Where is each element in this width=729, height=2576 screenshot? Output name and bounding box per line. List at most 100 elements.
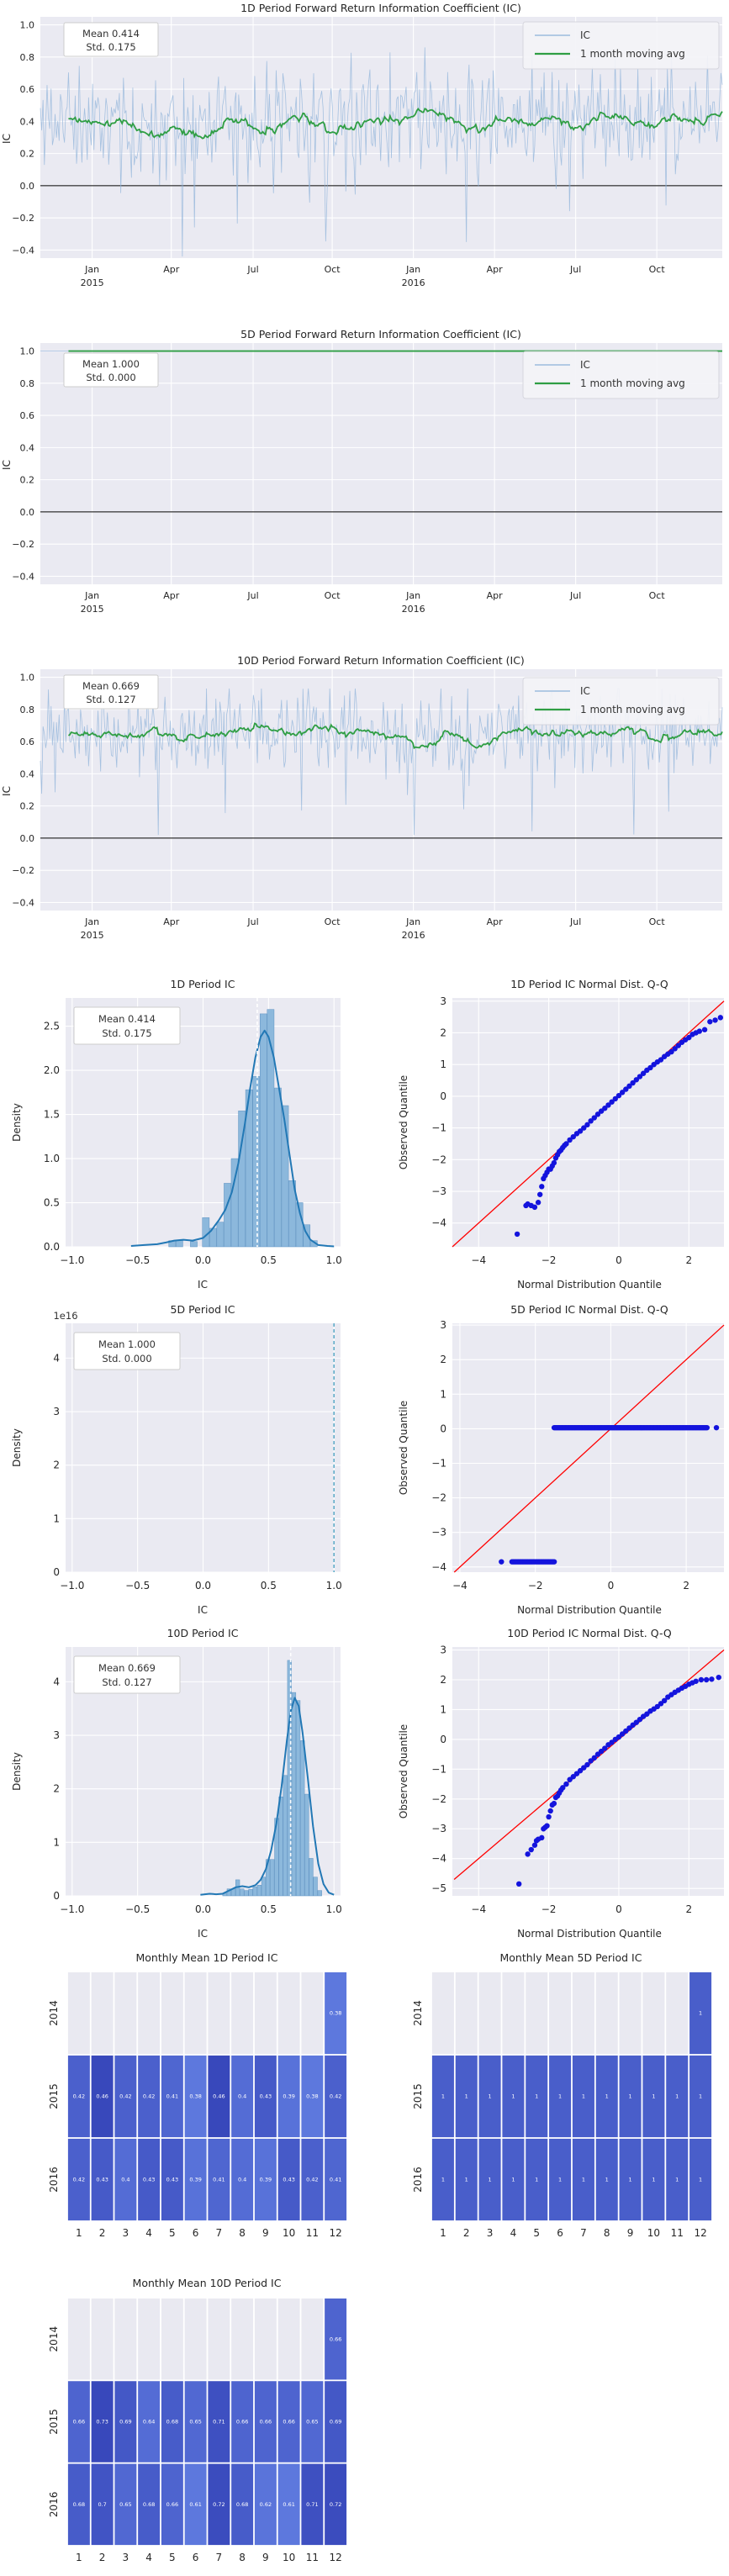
svg-text:0.4: 0.4 (121, 2177, 129, 2183)
stats-annotation: Mean 1.000 Std. 0.000 (73, 1332, 181, 1370)
annotation-box (63, 674, 159, 710)
svg-text:2016: 2016 (402, 930, 425, 941)
svg-text:7: 7 (216, 2552, 223, 2563)
svg-text:11: 11 (671, 2227, 684, 2239)
svg-text:Jan: Jan (405, 590, 420, 601)
svg-text:0.46: 0.46 (213, 2093, 225, 2100)
svg-text:2: 2 (440, 1674, 446, 1686)
annotation-std: Std. 0.000 (102, 1353, 151, 1365)
svg-text:1: 1 (511, 2177, 515, 2183)
chart-title: 10D Period Forward Return Information Co… (237, 654, 525, 667)
svg-text:−4: −4 (431, 1853, 446, 1865)
svg-text:Oct: Oct (325, 916, 341, 927)
ic-histogram-5d-chart: 5D Period IC 1e16 Density IC 0 1 2 3 4 −1.0 −0… (11, 1303, 342, 1616)
svg-text:−3: −3 (431, 1823, 446, 1834)
svg-text:5: 5 (533, 2227, 540, 2239)
svg-text:Jul: Jul (569, 264, 581, 275)
annotation-std: Std. 0.000 (86, 372, 135, 383)
x-axis-label: Normal Distribution Quantile (517, 1604, 662, 1616)
svg-text:1: 1 (76, 2227, 82, 2239)
annotation-box (63, 22, 159, 57)
svg-text:1: 1 (558, 2093, 562, 2100)
svg-text:0.71: 0.71 (213, 2419, 225, 2426)
svg-text:−1.0: −1.0 (60, 1903, 84, 1915)
svg-text:12: 12 (694, 2227, 706, 2239)
x-axis-label: IC (198, 1279, 208, 1291)
svg-text:2015: 2015 (81, 604, 104, 615)
svg-text:1.5: 1.5 (44, 1109, 60, 1121)
y-axis-label: IC (1, 134, 13, 144)
svg-text:0.8: 0.8 (20, 378, 35, 389)
svg-text:−2: −2 (541, 1903, 557, 1915)
svg-text:Oct: Oct (649, 590, 666, 601)
legend-label-ic: IC (580, 359, 590, 371)
svg-text:0.5: 0.5 (261, 1580, 277, 1592)
plot-area-qq1d: 3 2 1 0 −1 −2 −3 −4 −4 −2 0 2 (431, 995, 725, 1266)
annotation-mean: Mean 0.669 (82, 680, 140, 692)
monthly-ic-heatmap-1d: Monthly Mean 1D Period IC 0.380.42 0.46 0.… (48, 1951, 347, 2239)
svg-text:0.65: 0.65 (189, 2419, 201, 2426)
svg-text:4: 4 (510, 2227, 517, 2239)
y-axis-label: Density (11, 1103, 23, 1142)
svg-text:0.0: 0.0 (20, 833, 35, 844)
svg-text:Jul: Jul (569, 916, 581, 927)
svg-text:0.61: 0.61 (283, 2501, 294, 2508)
svg-text:2014: 2014 (412, 2000, 424, 2026)
svg-text:−0.5: −0.5 (125, 1903, 150, 1915)
svg-text:0.4: 0.4 (20, 768, 35, 779)
svg-text:0.72: 0.72 (330, 2501, 341, 2508)
svg-text:1.0: 1.0 (44, 1153, 60, 1164)
svg-text:10: 10 (283, 2227, 295, 2239)
svg-text:2014: 2014 (48, 2000, 60, 2026)
stats-annotation: Mean 1.000 Std. 0.000 (63, 352, 159, 388)
svg-text:0.43: 0.43 (143, 2177, 155, 2183)
svg-text:1: 1 (629, 2177, 632, 2183)
svg-text:2014: 2014 (48, 2326, 60, 2352)
svg-text:2015: 2015 (412, 2083, 424, 2109)
stats-annotation: Mean 0.414 Std. 0.175 (63, 22, 159, 57)
chart-title: 1D Period Forward Return Information Coe… (240, 2, 521, 14)
svg-text:11: 11 (306, 2227, 319, 2239)
svg-text:2: 2 (463, 2227, 470, 2239)
svg-text:1.0: 1.0 (20, 346, 35, 357)
svg-text:0.42: 0.42 (330, 2093, 341, 2100)
svg-text:−3: −3 (431, 1527, 446, 1539)
svg-text:0.68: 0.68 (143, 2501, 155, 2508)
chart-title: Monthly Mean 5D Period IC (500, 1951, 642, 1964)
svg-text:Jan: Jan (405, 916, 420, 927)
svg-text:1: 1 (605, 2177, 609, 2183)
plot-area-heat1d: 0.380.42 0.46 0.42 0.42 0.41 0.38 0.46 0.4 0.43 0… (48, 1972, 347, 2239)
svg-text:2.5: 2.5 (44, 1021, 60, 1032)
svg-text:0.46: 0.46 (96, 2093, 108, 2100)
svg-text:1: 1 (440, 2227, 446, 2239)
svg-text:1: 1 (511, 2093, 515, 2100)
svg-text:2016: 2016 (48, 2492, 60, 2518)
svg-text:0.68: 0.68 (166, 2419, 178, 2426)
svg-text:1: 1 (440, 1388, 446, 1400)
svg-text:0.42: 0.42 (143, 2093, 155, 2100)
svg-text:0: 0 (440, 1423, 446, 1434)
svg-text:0.5: 0.5 (261, 1254, 277, 1266)
annotation-mean: Mean 0.669 (98, 1662, 156, 1674)
annotation-box (73, 1655, 181, 1694)
svg-text:1: 1 (465, 2177, 468, 2183)
svg-text:4: 4 (145, 2552, 152, 2563)
legend-label-ma: 1 month moving avg (580, 377, 685, 389)
svg-text:2016: 2016 (48, 2167, 60, 2193)
svg-text:−3: −3 (431, 1185, 446, 1197)
svg-text:2015: 2015 (48, 2083, 60, 2109)
svg-text:−0.5: −0.5 (125, 1254, 150, 1266)
svg-text:0.0: 0.0 (20, 507, 35, 518)
svg-text:0.4: 0.4 (20, 116, 35, 127)
plot-area-heat10d: 0.660.66 0.73 0.69 0.64 0.68 0.65 0.71 0.66 0.66… (48, 2298, 347, 2563)
annotation-mean: Mean 1.000 (98, 1338, 156, 1350)
svg-text:0.38: 0.38 (189, 2093, 201, 2100)
y-axis-label: Observed Quantile (398, 1724, 409, 1819)
svg-text:2015: 2015 (81, 277, 104, 288)
svg-text:Apr: Apr (163, 264, 180, 275)
svg-text:0.5: 0.5 (261, 1903, 277, 1915)
svg-text:0.0: 0.0 (195, 1254, 211, 1266)
svg-text:−1: −1 (431, 1458, 446, 1470)
x-axis-label: IC (198, 1928, 208, 1940)
